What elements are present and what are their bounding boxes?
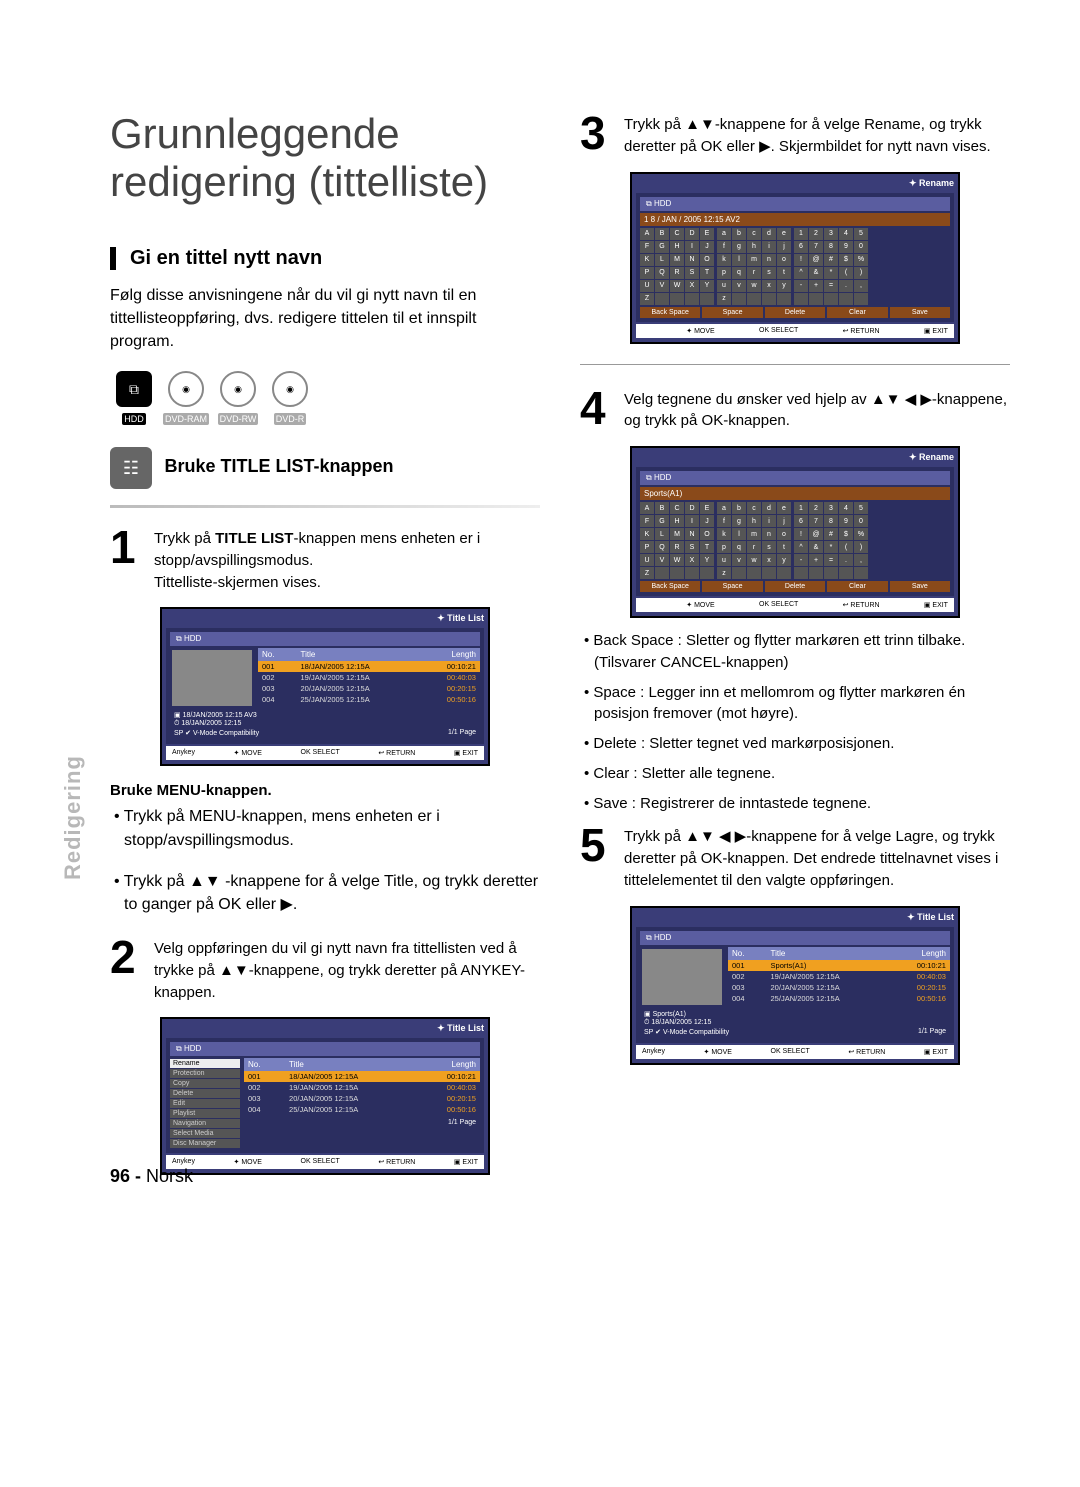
osd-screenshot-final: Title List ⧉ HDD No.TitleLength 001Sport…	[630, 906, 960, 1065]
bullet: • Trykk på MENU-knappen, mens enheten er…	[110, 805, 540, 851]
dvd-r-icon: ◉	[272, 371, 308, 407]
dvd-rw-icon: ◉	[220, 371, 256, 407]
step-number: 5	[580, 822, 614, 891]
page-title: Grunnleggende redigering (tittelliste)	[110, 110, 540, 207]
step-number: 1	[110, 524, 144, 593]
step-number: 3	[580, 110, 614, 158]
step-text: Velg oppføringen du vil gi nytt navn fra…	[154, 934, 540, 1003]
bullet: • Trykk på ▲▼ -knappene for å velge Titl…	[110, 870, 540, 916]
osd-screenshot-rename-1: Rename ⧉ HDD 1 8 / JAN / 2005 12:15 AV2 …	[630, 172, 960, 344]
section-heading: Gi en tittel nytt navn	[110, 247, 540, 270]
osd-screenshot-rename-2: Rename ⧉ HDD Sports(A1) ABCDEFGHIJKLMNOP…	[630, 446, 960, 618]
osd-screenshot-title-list: Title List ⧉ HDD No.TitleLength 00118/JA…	[160, 607, 490, 766]
step-text: Velg tegnene du ønsker ved hjelp av ▲▼ ◀…	[624, 385, 1010, 433]
subsection-row: ☷ Bruke TITLE LIST-knappen	[110, 447, 540, 489]
dvd-ram-icon: ◉	[168, 371, 204, 407]
bullet-list: • Back Space : Sletter og flytter markør…	[580, 630, 1010, 814]
step-text: Trykk på ▲▼-knappene for å velge Rename,…	[624, 110, 1010, 158]
title-list-icon: ☷	[110, 447, 152, 489]
section-tab: Redigering	[60, 755, 86, 880]
page-number: 96 - Norsk	[110, 1166, 193, 1187]
divider	[110, 505, 540, 508]
sub-heading: Bruke TITLE LIST-knappen	[164, 456, 393, 476]
osd-screenshot-menu: Title List ⧉ HDD Rename Protection Copy …	[160, 1017, 490, 1175]
hdd-icon: ⧉	[116, 371, 152, 407]
divider	[580, 364, 1010, 365]
step-text: Trykk på ▲▼ ◀ ▶-knappene for å velge Lag…	[624, 822, 1010, 891]
disc-icons: ⧉HDD ◉DVD-RAM ◉DVD-RW ◉DVD-R	[110, 371, 540, 427]
step-text: Trykk på TITLE LIST-knappen mens enheten…	[154, 524, 540, 593]
menu-heading: Bruke MENU-knappen.	[110, 782, 540, 799]
step-number: 2	[110, 934, 144, 1003]
step-number: 4	[580, 385, 614, 433]
intro-text: Følg disse anvisningene når du vil gi ny…	[110, 284, 540, 354]
